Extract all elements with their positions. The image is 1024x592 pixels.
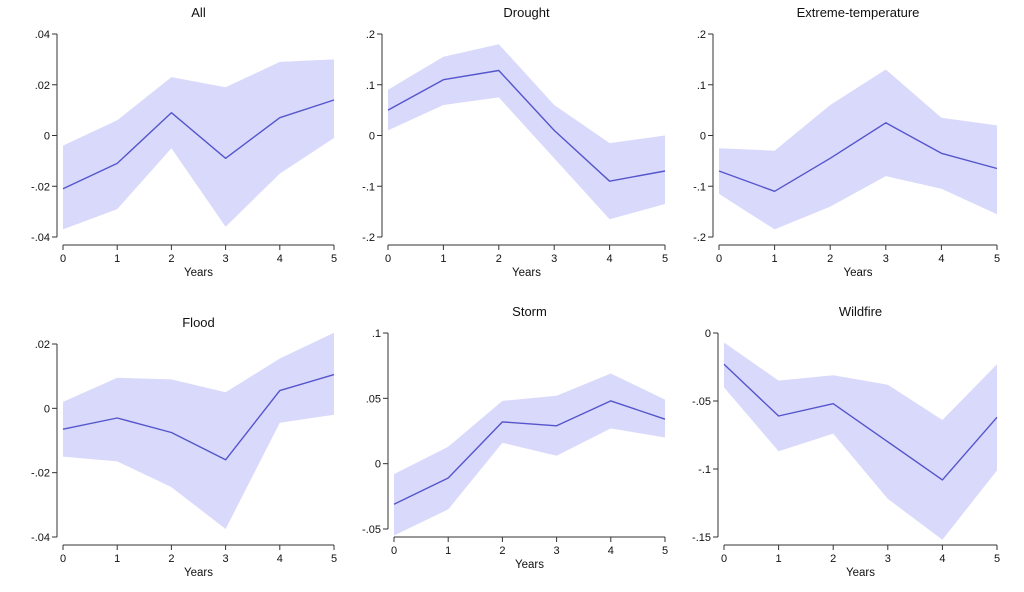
y-tick-label: -.05 [362,524,381,536]
panel-extreme-temperature: Extreme-temperature -.2 -.1 0 .1 .2 0 1 2 3 4 5 Year… [693,5,1000,279]
x-axis-label: Years [184,567,213,579]
y-tick-label: -.2 [362,232,375,244]
y-tick-label: .2 [697,29,706,41]
x-axis-label: Years [844,267,873,279]
x-tick-label: 4 [939,553,945,565]
x-tick-label: 0 [385,253,391,265]
y-tick-label: -.02 [31,181,50,193]
x-tick-label: 5 [662,253,668,265]
y-tick-label: 0 [44,131,50,143]
estimate-line [393,400,666,505]
confidence-band [724,342,997,540]
x-axis-label: Years [512,267,541,279]
y-tick-label: 0 [705,328,711,340]
panel-flood: Flood -.04 -.02 0 .02 0 1 2 3 4 5 Years [31,315,337,579]
y-tick-label: .1 [366,80,375,92]
x-tick-label: 2 [168,553,174,565]
x-tick-label: 2 [499,545,505,557]
x-tick-label: 1 [776,553,782,565]
y-tick-label: .2 [366,29,375,41]
x-axis-label: Years [515,559,544,571]
x-tick-label: 5 [994,253,1000,265]
y-tick-label: .05 [366,393,381,405]
x-tick-label: 5 [994,553,1000,565]
panel-title: Wildfire [839,304,882,319]
x-tick-label: 1 [114,253,120,265]
estimate-line [62,99,335,190]
x-axis-label: Years [846,567,875,579]
x-tick-label: 3 [223,553,229,565]
y-tick-label: .04 [35,29,50,41]
y-tick-label: -.04 [31,232,50,244]
estimate-line [62,373,335,461]
confidence-band [719,69,997,230]
x-tick-label: 1 [440,253,446,265]
y-tick-label: 0 [375,459,381,471]
y-tick-label: .02 [35,80,50,92]
x-tick-label: 1 [114,553,120,565]
confidence-band [394,373,665,536]
y-tick-label: -.15 [692,532,711,544]
x-tick-label: 0 [391,545,397,557]
x-axis-label: Years [184,267,213,279]
confidence-band [63,332,334,529]
x-tick-label: 2 [168,253,174,265]
confidence-band [63,59,334,230]
y-tick-label: -.1 [693,181,706,193]
x-tick-label: 3 [223,253,229,265]
x-tick-label: 3 [554,545,560,557]
y-tick-label: 0 [700,131,706,143]
x-tick-label: 0 [716,253,722,265]
confidence-band [388,44,665,220]
y-tick-label: .1 [372,328,381,340]
x-tick-label: 3 [551,253,557,265]
x-tick-label: 0 [721,553,727,565]
panel-title: Extreme-temperature [797,5,920,20]
y-tick-label: -.02 [31,468,50,480]
x-tick-label: 4 [277,553,283,565]
x-tick-label: 1 [772,253,778,265]
y-tick-label: .02 [35,339,50,351]
x-tick-label: 5 [662,545,668,557]
x-tick-label: 5 [331,253,337,265]
x-tick-label: 4 [608,545,614,557]
x-tick-label: 0 [60,253,66,265]
x-tick-label: 0 [60,553,66,565]
panel-title: Drought [503,5,550,20]
x-tick-label: 4 [277,253,283,265]
panel-title: Storm [512,304,547,319]
y-tick-label: -.2 [693,232,706,244]
y-tick-label: 0 [44,403,50,415]
panel-drought: Drought -.2 -.1 0 .1 .2 0 1 2 3 4 5 Years [362,5,668,279]
estimate-line [387,69,666,182]
panel-title: All [191,5,206,20]
x-tick-label: 2 [830,553,836,565]
panel-storm: Storm -.05 0 .05 .1 0 1 2 3 4 5 Years [362,304,668,571]
x-tick-label: 3 [885,553,891,565]
y-tick-label: -.1 [362,181,375,193]
x-tick-label: 2 [827,253,833,265]
x-tick-label: 1 [445,545,451,557]
x-tick-label: 2 [496,253,502,265]
estimate-line [718,122,998,193]
panel-title: Flood [182,315,215,330]
y-tick-label: -.04 [31,532,50,544]
x-tick-label: 4 [938,253,944,265]
x-tick-label: 3 [883,253,889,265]
y-tick-label: -.05 [692,396,711,408]
panel-all: All -.04 -.02 0 .02 .04 0 1 2 3 4 5 Years [31,5,337,279]
y-tick-label: 0 [369,131,375,143]
x-tick-label: 4 [607,253,613,265]
y-tick-label: .1 [697,80,706,92]
x-tick-label: 5 [331,553,337,565]
estimate-line [723,363,998,481]
y-tick-label: -.1 [698,464,711,476]
panel-wildfire: Wildfire -.15 -.1 -.05 0 0 1 2 3 4 5 Years [692,304,1000,579]
